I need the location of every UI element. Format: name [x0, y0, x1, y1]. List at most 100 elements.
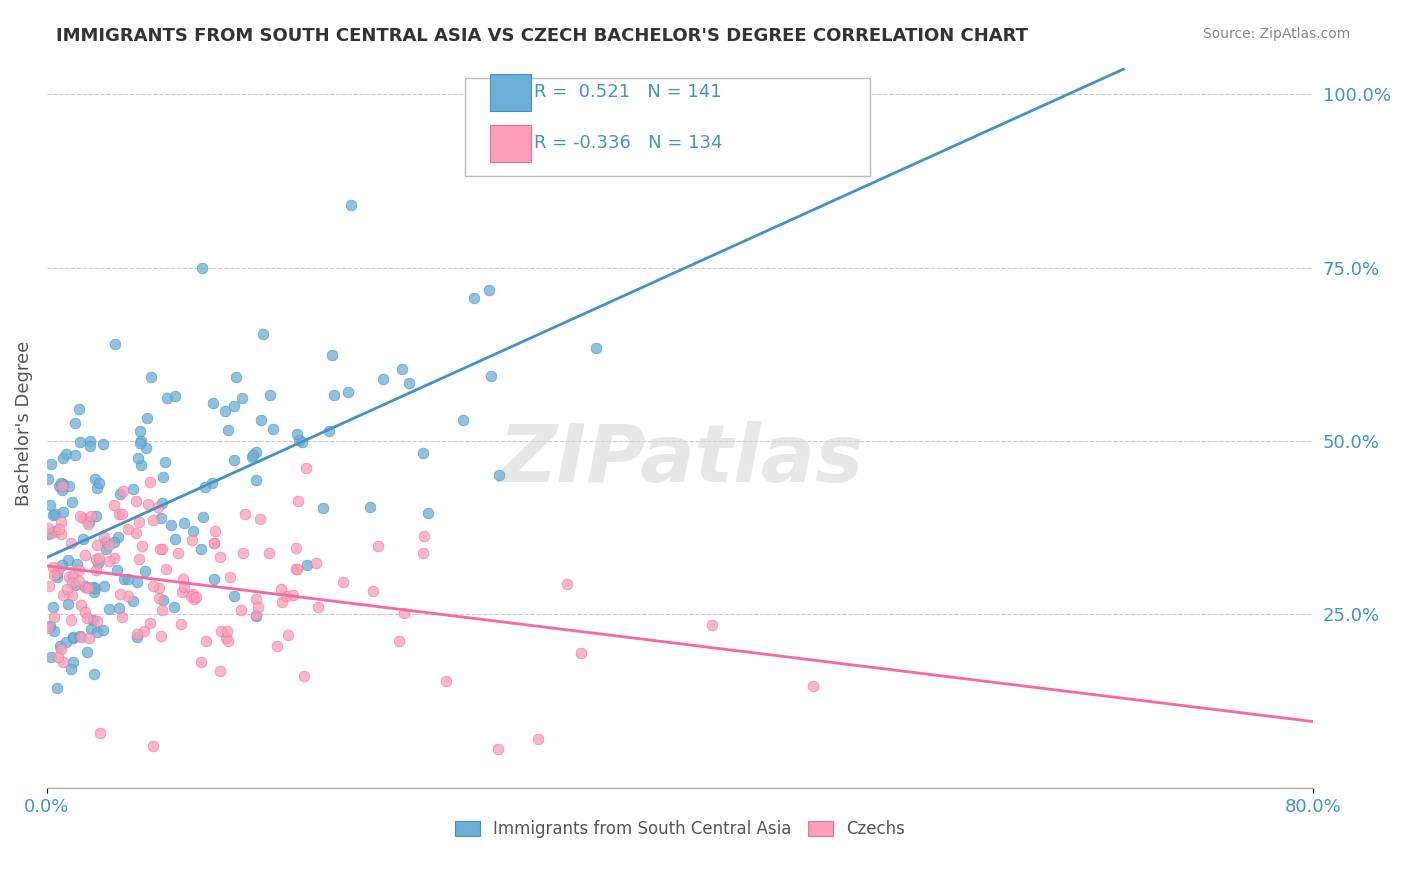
- Point: [108, 587, 131, 601]
- Point: [83, 472, 105, 486]
- Point: [45, 681, 67, 696]
- Point: [295, 558, 318, 572]
- Point: [231, 603, 253, 617]
- Point: [217, 624, 239, 638]
- Point: [181, 587, 204, 601]
- Point: [173, 516, 195, 530]
- Point: [285, 562, 308, 576]
- Point: [63, 448, 86, 462]
- Point: [321, 348, 343, 362]
- Point: [37, 621, 59, 635]
- Point: [86, 538, 108, 552]
- Point: [128, 424, 150, 438]
- Point: [104, 337, 127, 351]
- Point: [41, 526, 63, 541]
- Point: [129, 458, 152, 472]
- Point: [66, 557, 89, 571]
- Point: [142, 513, 165, 527]
- Point: [285, 427, 308, 442]
- Point: [222, 453, 245, 467]
- Point: [42, 508, 65, 523]
- Point: [58, 478, 80, 492]
- Point: [388, 633, 411, 648]
- Point: [51, 558, 73, 573]
- Point: [142, 739, 165, 754]
- Point: [463, 291, 485, 305]
- Point: [291, 435, 314, 450]
- Point: [87, 556, 110, 570]
- Point: [67, 402, 90, 417]
- Point: [76, 582, 98, 596]
- Point: [125, 574, 148, 589]
- Point: [149, 510, 172, 524]
- Point: [58, 552, 80, 566]
- Point: [270, 582, 292, 597]
- Point: [245, 445, 267, 459]
- Point: [266, 640, 288, 654]
- Point: [208, 550, 231, 565]
- Text: IMMIGRANTS FROM SOUTH CENTRAL ASIA VS CZECH BACHELOR'S DEGREE CORRELATION CHART: IMMIGRANTS FROM SOUTH CENTRAL ASIA VS CZ…: [56, 27, 1028, 45]
- Point: [209, 624, 232, 638]
- Point: [204, 524, 226, 538]
- Point: [259, 545, 281, 559]
- Point: [69, 598, 91, 612]
- Point: [98, 537, 121, 551]
- Point: [93, 530, 115, 544]
- Point: [69, 629, 91, 643]
- Point: [98, 554, 121, 568]
- Point: [412, 446, 434, 460]
- Point: [277, 628, 299, 642]
- Text: Source: ZipAtlas.com: Source: ZipAtlas.com: [1202, 27, 1350, 41]
- Point: [155, 562, 177, 576]
- Point: [262, 422, 284, 436]
- Point: [217, 633, 239, 648]
- Point: [70, 631, 93, 645]
- Point: [527, 731, 550, 746]
- Point: [67, 563, 90, 577]
- Point: [103, 534, 125, 549]
- Point: [252, 326, 274, 341]
- Point: [77, 515, 100, 529]
- Point: [250, 412, 273, 426]
- Point: [337, 384, 360, 399]
- Point: [58, 597, 80, 611]
- Point: [69, 509, 91, 524]
- Point: [201, 396, 224, 410]
- Point: [392, 606, 415, 620]
- Point: [271, 595, 294, 609]
- Point: [44, 624, 66, 638]
- Point: [292, 669, 315, 683]
- Point: [42, 610, 65, 624]
- Point: [38, 579, 60, 593]
- Point: [72, 532, 94, 546]
- Point: [170, 616, 193, 631]
- Point: [190, 655, 212, 669]
- Point: [129, 434, 152, 449]
- Point: [59, 662, 82, 676]
- Point: [45, 570, 67, 584]
- Point: [42, 560, 65, 574]
- Point: [42, 567, 65, 582]
- Point: [307, 599, 329, 614]
- Point: [150, 541, 173, 556]
- Point: [191, 261, 214, 276]
- Point: [249, 512, 271, 526]
- Point: [73, 548, 96, 562]
- FancyBboxPatch shape: [491, 125, 530, 161]
- Point: [231, 391, 253, 405]
- Point: [412, 547, 434, 561]
- Point: [202, 536, 225, 550]
- Point: [233, 508, 256, 522]
- Point: [48, 479, 70, 493]
- Point: [318, 424, 340, 438]
- Point: [246, 600, 269, 615]
- Point: [141, 369, 163, 384]
- Point: [49, 640, 72, 654]
- Point: [131, 540, 153, 554]
- Point: [128, 435, 150, 450]
- Point: [416, 507, 439, 521]
- Point: [103, 498, 125, 512]
- Point: [51, 478, 73, 492]
- Point: [67, 574, 90, 588]
- Point: [111, 610, 134, 624]
